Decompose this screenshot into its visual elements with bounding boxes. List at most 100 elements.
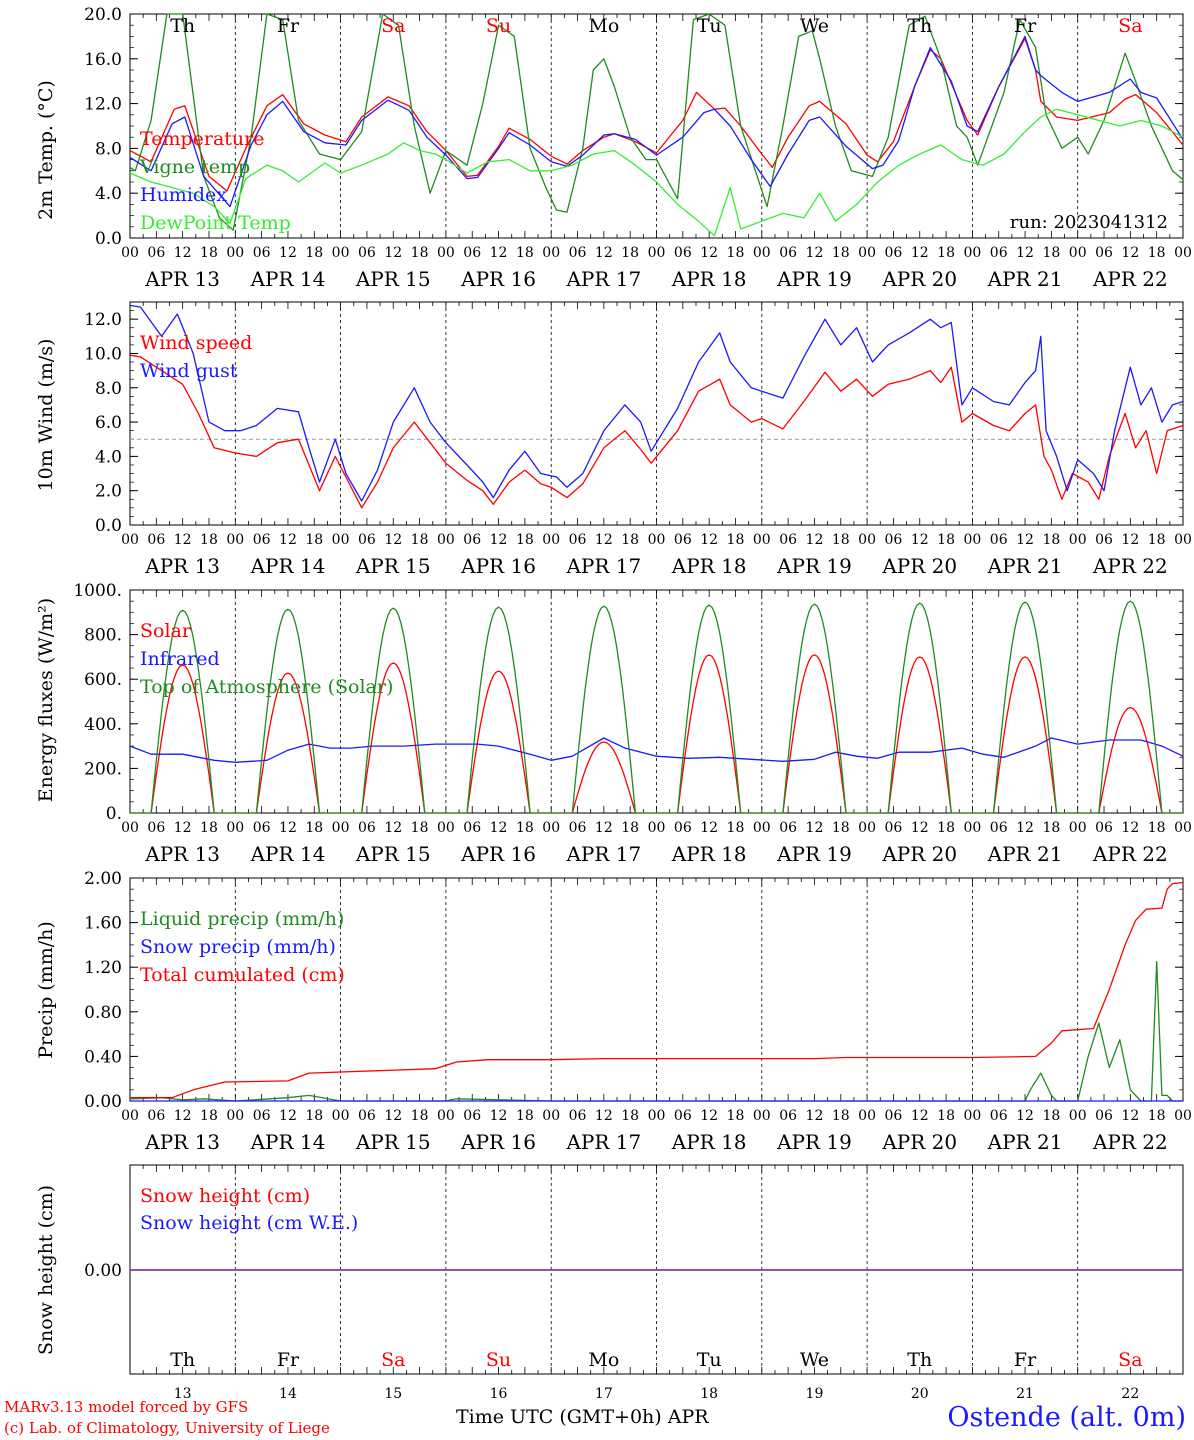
hour-tick-label: 00 xyxy=(1174,820,1192,836)
hour-tick-label: 18 xyxy=(621,820,639,836)
hour-tick-label: 00 xyxy=(121,820,139,836)
hour-tick-label: 00 xyxy=(226,532,244,548)
legend-entry: Humidex xyxy=(140,184,227,206)
date-label: APR 16 xyxy=(460,267,536,291)
y-tick-label: 12.0 xyxy=(84,310,122,330)
date-label: APR 13 xyxy=(144,267,220,291)
hour-tick-label: 00 xyxy=(332,532,350,548)
hour-tick-label: 12 xyxy=(806,245,824,261)
hour-tick-label: 06 xyxy=(990,245,1008,261)
hour-tick-label: 06 xyxy=(1095,245,1113,261)
hour-tick-label: 12 xyxy=(490,1108,508,1124)
day-number-label: 16 xyxy=(490,1386,508,1402)
hour-tick-label: 18 xyxy=(1042,532,1060,548)
hour-tick-label: 00 xyxy=(1174,245,1192,261)
legend-entry: Wind speed xyxy=(140,332,252,354)
y-axis-label: 2m Temp. (°C) xyxy=(35,80,57,220)
hour-tick-label: 00 xyxy=(963,1108,981,1124)
date-label: APR 18 xyxy=(671,1130,747,1154)
hour-tick-label: 12 xyxy=(384,1108,402,1124)
day-number-label: 20 xyxy=(911,1386,929,1402)
hour-tick-label: 00 xyxy=(648,820,666,836)
hour-tick-label: 00 xyxy=(753,245,771,261)
hour-tick-label: 06 xyxy=(463,532,481,548)
hour-tick-label: 06 xyxy=(779,1108,797,1124)
hour-tick-label: 06 xyxy=(990,1108,1008,1124)
hour-tick-label: 18 xyxy=(200,245,218,261)
hour-tick-label: 18 xyxy=(727,820,745,836)
hour-tick-label: 06 xyxy=(779,532,797,548)
hour-tick-label: 12 xyxy=(806,1108,824,1124)
hour-tick-label: 18 xyxy=(516,532,534,548)
series-line xyxy=(129,304,1184,502)
y-tick-label: 16.0 xyxy=(84,50,122,70)
hour-tick-label: 00 xyxy=(963,245,981,261)
panel-3: 0. 200. 400. 600. 800. 1000. Energy fluxes (W/… xyxy=(35,581,1192,866)
hour-tick-label: 06 xyxy=(358,532,376,548)
day-number-label: 15 xyxy=(384,1386,402,1402)
y-tick-label: 10.0 xyxy=(84,344,122,364)
hour-tick-label: 12 xyxy=(1016,532,1034,548)
day-number-label: 17 xyxy=(595,1386,613,1402)
panel-1: 0.0 4.0 8.0 12.0 16.0 20.0 2m Temp. (°C) 00 06 12… xyxy=(35,5,1192,291)
hour-tick-label: 18 xyxy=(937,820,955,836)
date-label: APR 13 xyxy=(144,842,220,866)
y-tick-label: 0.00 xyxy=(84,1092,122,1112)
weekday-label: Th xyxy=(907,1349,932,1371)
hour-tick-label: 06 xyxy=(779,820,797,836)
hour-tick-label: 18 xyxy=(832,532,850,548)
y-axis-label: Snow height (cm) xyxy=(35,1185,57,1355)
weekday-label: Fr xyxy=(277,15,300,37)
hour-tick-label: 18 xyxy=(727,1108,745,1124)
weekday-label: Mo xyxy=(588,1349,619,1371)
y-tick-label: 0.40 xyxy=(84,1047,122,1067)
hour-tick-label: 06 xyxy=(674,532,692,548)
hour-tick-label: 06 xyxy=(885,820,903,836)
date-label: APR 15 xyxy=(355,554,431,578)
model-credit: MARv3.13 model forced by GFS xyxy=(4,1398,249,1416)
date-label: APR 21 xyxy=(987,1130,1063,1154)
hour-tick-label: 18 xyxy=(1042,245,1060,261)
legend-entry: Top of Atmosphere (Solar) xyxy=(140,676,393,698)
hour-tick-label: 12 xyxy=(1016,820,1034,836)
panel-4: 0.00 0.40 0.80 1.20 1.60 2.00 Precip (mm/h) 00 0… xyxy=(35,869,1192,1154)
date-label: APR 15 xyxy=(355,1130,431,1154)
date-label: APR 20 xyxy=(881,842,957,866)
series-line xyxy=(129,37,1184,192)
hour-tick-label: 12 xyxy=(595,245,613,261)
date-label: APR 16 xyxy=(460,554,536,578)
date-label: APR 16 xyxy=(460,1130,536,1154)
hour-tick-label: 18 xyxy=(516,1108,534,1124)
hour-tick-label: 00 xyxy=(121,245,139,261)
hour-tick-label: 18 xyxy=(832,245,850,261)
hour-tick-label: 00 xyxy=(648,532,666,548)
series-line xyxy=(129,35,1184,208)
hour-tick-label: 12 xyxy=(279,245,297,261)
hour-tick-label: 18 xyxy=(411,1108,429,1124)
legend-entry: Snow height (cm) xyxy=(140,1185,310,1207)
hour-tick-label: 00 xyxy=(332,820,350,836)
hour-tick-label: 06 xyxy=(147,820,165,836)
hour-tick-label: 06 xyxy=(674,820,692,836)
weekday-label: Fr xyxy=(1014,1349,1037,1371)
hour-tick-label: 18 xyxy=(411,532,429,548)
panel-frame xyxy=(129,13,1184,239)
day-number-label: 13 xyxy=(174,1386,192,1402)
hour-tick-label: 12 xyxy=(174,820,192,836)
date-label: APR 18 xyxy=(671,842,747,866)
hour-tick-label: 18 xyxy=(832,1108,850,1124)
hour-tick-label: 18 xyxy=(200,1108,218,1124)
date-label: APR 18 xyxy=(671,267,747,291)
hour-tick-label: 00 xyxy=(121,1108,139,1124)
y-tick-label: 600. xyxy=(84,670,122,690)
y-tick-label: 1.20 xyxy=(84,958,122,978)
y-tick-label: 8.0 xyxy=(95,379,122,399)
hour-tick-label: 12 xyxy=(174,532,192,548)
hour-tick-label: 12 xyxy=(700,245,718,261)
hour-tick-label: 00 xyxy=(648,1108,666,1124)
hour-tick-label: 12 xyxy=(1016,1108,1034,1124)
hour-tick-label: 06 xyxy=(885,245,903,261)
hour-tick-label: 18 xyxy=(305,245,323,261)
y-tick-label: 1.60 xyxy=(84,914,122,934)
